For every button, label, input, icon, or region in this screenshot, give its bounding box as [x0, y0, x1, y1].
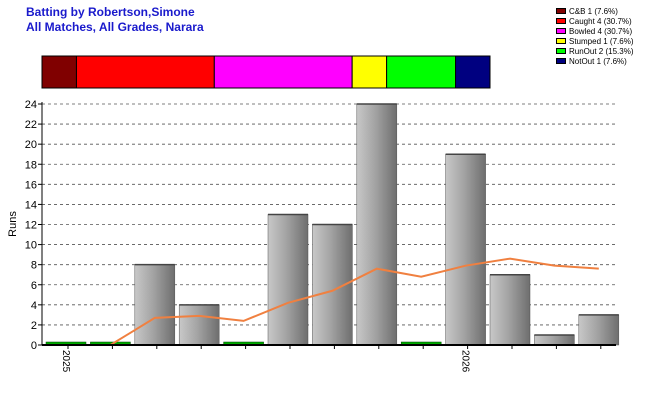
legend-label: Stumped 1 (7.6%) [569, 36, 634, 46]
y-tick-label: 20 [25, 139, 37, 151]
legend-label: C&B 1 (7.6%) [569, 6, 618, 16]
legend-swatch [556, 38, 566, 44]
legend-swatch [556, 8, 566, 14]
y-tick-label: 4 [31, 300, 37, 312]
legend-item-cb: C&B 1 (7.6%) [556, 6, 633, 16]
x-tick-label: 2025 [60, 350, 71, 373]
average-line [66, 257, 599, 346]
legend-item-runout: RunOut 2 (15.3%) [556, 46, 633, 56]
legend-item-bowled: Bowled 4 (30.7%) [556, 26, 633, 36]
x-tick-label: 2026 [460, 350, 471, 373]
bar [445, 153, 486, 346]
legend-item-notout: NotOut 1 (7.6%) [556, 56, 633, 66]
dismissal-segment-caught [75, 55, 215, 89]
average-line-path [66, 257, 599, 346]
y-tick-label: 24 [25, 99, 37, 111]
y-tick-label: 14 [25, 199, 37, 211]
bar [578, 314, 620, 346]
y-axis-label: Runs [7, 211, 19, 237]
bar [534, 334, 575, 346]
bar [267, 214, 309, 346]
legend-item-caught: Caught 4 (30.7%) [556, 16, 633, 26]
axes [41, 102, 616, 346]
y-tick-label: 6 [31, 280, 37, 292]
legend-item-stumped: Stumped 1 (7.6%) [556, 36, 633, 46]
bar [178, 304, 220, 346]
legend-label: Caught 4 (30.7%) [569, 16, 632, 26]
legend-swatch [556, 28, 566, 34]
y-tick-label: 12 [25, 220, 37, 232]
legend-swatch [556, 48, 566, 54]
y-tick-label: 10 [25, 240, 37, 252]
y-tick-label: 0 [31, 340, 37, 352]
y-tick-label: 2 [31, 320, 37, 332]
dismissal-segment-notout [455, 55, 491, 89]
legend: C&B 1 (7.6%) Caught 4 (30.7%) Bowled 4 (… [556, 6, 633, 66]
legend-swatch [556, 18, 566, 24]
legend-label: Bowled 4 (30.7%) [569, 26, 633, 36]
chart-title: Batting by Robertson,Simone [26, 5, 195, 19]
y-tick-label: 16 [25, 179, 37, 191]
bars [45, 103, 620, 346]
y-tick-label: 8 [31, 260, 37, 272]
legend-label: NotOut 1 (7.6%) [569, 56, 627, 66]
dismissal-segment-stumped [351, 55, 388, 89]
dismissal-segment-cb [41, 55, 77, 89]
chart-subtitle: All Matches, All Grades, Narara [26, 20, 204, 34]
bar [356, 103, 398, 346]
dismissal-segment-bowled [213, 55, 353, 89]
legend-label: RunOut 2 (15.3%) [569, 46, 634, 56]
legend-swatch [556, 58, 566, 64]
y-tick-label: 22 [25, 119, 37, 131]
bar [134, 264, 176, 346]
bar [489, 274, 531, 346]
dismissal-bar [41, 55, 491, 89]
y-tick-label: 18 [25, 159, 37, 171]
x-axis-ticks: 2025 2026 [60, 345, 602, 373]
dismissal-segment-runout [386, 55, 457, 89]
